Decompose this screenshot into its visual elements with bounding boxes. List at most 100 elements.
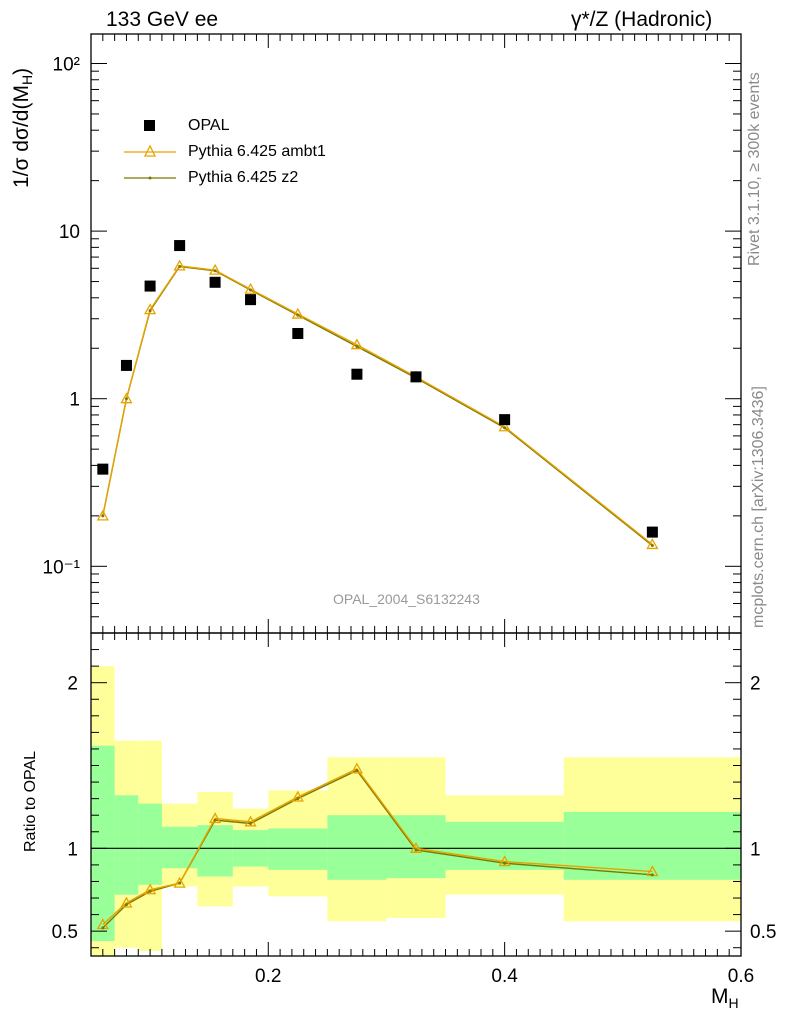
ambt1-point bbox=[244, 282, 257, 294]
opal-point bbox=[144, 280, 156, 292]
rivet-version-label: Rivet 3.1.10, ≥ 300k events bbox=[746, 72, 763, 266]
main-ylabel-close: ) bbox=[10, 67, 33, 75]
ratio-band-inner bbox=[197, 825, 233, 877]
opal-point bbox=[292, 327, 304, 339]
mcplots-source-label: mcplots.cern.ch [arXiv:1306.3436] bbox=[750, 386, 767, 628]
ratio-z2-point bbox=[124, 903, 128, 907]
ratio-y-tick-label-right: 0.5 bbox=[750, 922, 776, 943]
ratio-z2-point bbox=[650, 873, 654, 877]
ratio-band-inner bbox=[91, 745, 115, 942]
ratio-z2-point bbox=[178, 881, 182, 885]
x-tick-label: 0.6 bbox=[728, 966, 754, 987]
ratio-ambt1-point bbox=[291, 790, 304, 802]
ratio-z2-point bbox=[503, 861, 507, 865]
ratio-ambt1-point bbox=[173, 876, 186, 888]
ratio-z2-point bbox=[249, 821, 253, 825]
legend: OPAL Pythia 6.425 ambt1 Pythia 6.425 z2 bbox=[122, 113, 326, 191]
ratio-ambt1-point bbox=[409, 841, 423, 853]
z2-point bbox=[249, 288, 253, 292]
ratio-series-line-0 bbox=[102, 767, 653, 926]
legend-item-opal: OPAL bbox=[122, 113, 326, 139]
ambt1-point bbox=[291, 307, 304, 319]
ratio-ylabel: Ratio to OPAL bbox=[22, 750, 39, 852]
y-tick-label: 1 bbox=[69, 390, 80, 411]
z2-point bbox=[503, 426, 507, 430]
legend-label-opal: OPAL bbox=[188, 117, 230, 134]
ratio-z2-point bbox=[296, 797, 300, 801]
legend-item-ambt1: Pythia 6.425 ambt1 bbox=[122, 139, 326, 165]
ratio-y-tick-label-right: 2 bbox=[750, 674, 761, 695]
z2-point bbox=[650, 544, 654, 548]
ratio-y-tick-label: 0.5 bbox=[52, 922, 78, 943]
z2-point bbox=[178, 264, 182, 268]
main-series-line-2 bbox=[102, 265, 653, 547]
watermark-label: OPAL_2004_S6132243 bbox=[333, 591, 480, 607]
ratio-frame bbox=[90, 632, 742, 957]
ratio-ambt1-point bbox=[143, 883, 157, 895]
z2-point bbox=[148, 309, 152, 313]
x-axis-label: MH bbox=[711, 985, 739, 1011]
z2-point bbox=[296, 313, 300, 317]
legend-marker-line bbox=[124, 176, 176, 180]
ratio-ambt1-point bbox=[208, 812, 222, 824]
ambt1-point bbox=[173, 259, 186, 271]
opal-point bbox=[499, 414, 511, 426]
y-tick-label: 10⁻¹ bbox=[43, 557, 81, 578]
opal-point bbox=[209, 276, 221, 288]
opal-point bbox=[97, 463, 109, 475]
main-ylabel: 1/σ dσ/d(MH) bbox=[10, 68, 35, 188]
ratio-ambt1-point bbox=[498, 855, 511, 867]
legend-label-ambt1: Pythia 6.425 ambt1 bbox=[188, 143, 326, 160]
opal-point bbox=[245, 294, 257, 306]
ratio-band-inner bbox=[563, 811, 741, 880]
ratio-y-tick-label: 1 bbox=[67, 839, 78, 860]
ambt1-point bbox=[96, 509, 109, 521]
legend-label-z2: Pythia 6.425 z2 bbox=[188, 169, 299, 186]
x-tick-label: 0.4 bbox=[491, 966, 518, 987]
legend-marker-triangle bbox=[124, 144, 176, 157]
opal-point bbox=[120, 359, 132, 371]
legend-marker-square bbox=[144, 120, 155, 131]
ratio-z2-point bbox=[414, 848, 418, 852]
z2-point bbox=[124, 397, 128, 401]
opal-point bbox=[351, 368, 363, 380]
ratio-band-inner bbox=[114, 795, 139, 895]
z2-point bbox=[213, 269, 217, 273]
ratio-band-inner bbox=[327, 815, 387, 880]
legend-item-z2: Pythia 6.425 z2 bbox=[122, 165, 326, 191]
header-process-label: 133 GeV ee bbox=[106, 8, 219, 31]
ratio-ambt1-point bbox=[244, 815, 257, 827]
ambt1-point bbox=[120, 392, 133, 404]
ratio-ambt1-point bbox=[350, 762, 364, 774]
z2-point bbox=[355, 344, 359, 348]
ratio-z2-point bbox=[355, 768, 359, 772]
opal-point bbox=[174, 240, 186, 252]
ambt1-point bbox=[646, 538, 659, 550]
main-ylabel-sub: H bbox=[19, 74, 35, 86]
ratio-band-inner bbox=[386, 815, 446, 879]
ratio-ambt1-point bbox=[120, 896, 133, 908]
ratio-band-inner bbox=[138, 803, 162, 885]
x-axis-label-sub: H bbox=[728, 995, 739, 1011]
ratio-z2-point bbox=[101, 926, 105, 930]
opal-point bbox=[646, 526, 658, 538]
ratio-z2-point bbox=[148, 889, 152, 893]
x-axis-label-text: M bbox=[711, 985, 729, 1008]
x-tick-label: 0.2 bbox=[255, 966, 281, 987]
ratio-y-tick-label-right: 1 bbox=[750, 839, 761, 860]
ratio-z2-point bbox=[213, 818, 217, 822]
opal-point bbox=[410, 371, 422, 383]
z2-point bbox=[101, 514, 105, 518]
ratio-band-inner bbox=[268, 828, 328, 870]
header-channel-label: γ*/Z (Hadronic) bbox=[571, 8, 713, 31]
main-ylabel-text: 1/σ dσ/d(M bbox=[10, 85, 33, 188]
ambt1-point bbox=[498, 420, 511, 432]
ambt1-point bbox=[208, 263, 222, 275]
ratio-y-tick-label: 2 bbox=[67, 674, 78, 695]
ambt1-point bbox=[350, 338, 364, 350]
ambt1-point bbox=[143, 303, 157, 315]
ratio-panel: 0.2 0.4 0.6 0.5 0.5 1 1 2 2 bbox=[52, 632, 776, 987]
y-tick-label: 10 bbox=[59, 222, 80, 243]
main-series-line-1 bbox=[102, 265, 653, 546]
